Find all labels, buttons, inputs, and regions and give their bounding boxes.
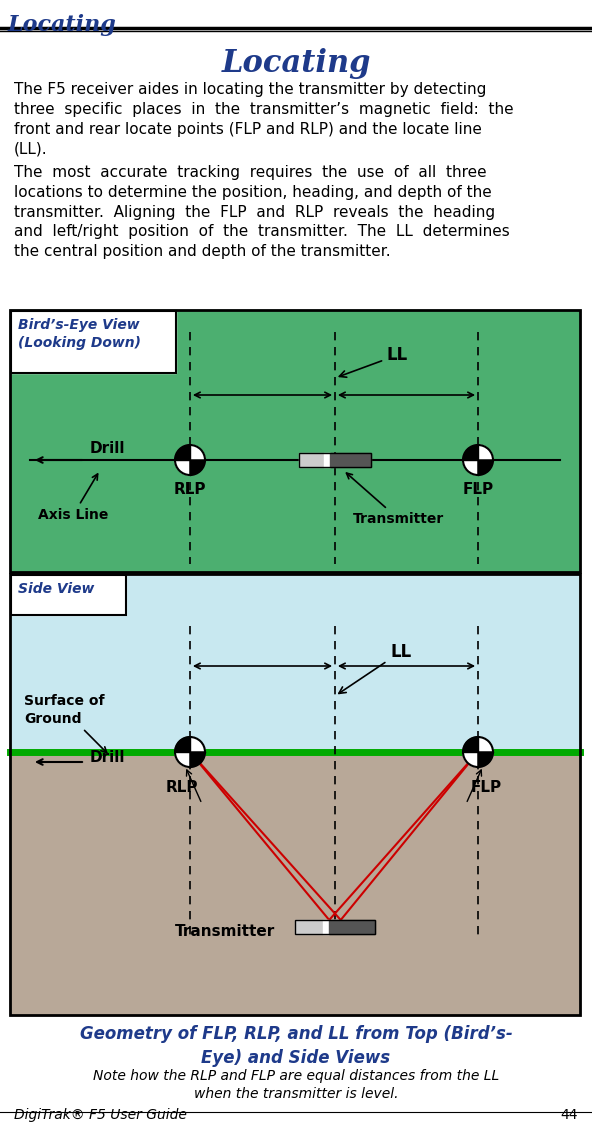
Polygon shape [175,737,190,752]
Bar [329,920,375,934]
Bar [295,920,323,934]
Bar [10,574,580,752]
Text: 44: 44 [561,1108,578,1122]
Bar [11,575,126,615]
Text: Bird’s-Eye View
(Looking Down): Bird’s-Eye View (Looking Down) [18,318,141,350]
Text: Surface of
Ground: Surface of Ground [24,694,107,753]
Circle shape [463,445,493,475]
Bar [324,453,330,467]
Bar [11,575,126,615]
Text: LL: LL [339,643,411,693]
Text: Locating: Locating [221,48,371,80]
Text: FLP: FLP [462,482,494,498]
Text: DigiTrak® F5 User Guide: DigiTrak® F5 User Guide [14,1108,187,1122]
Polygon shape [175,445,190,460]
Bar [299,453,324,467]
Bar [10,752,580,1014]
Bar [10,310,580,573]
Text: Drill: Drill [90,441,126,456]
Text: RLP: RLP [173,482,206,498]
Polygon shape [478,460,493,475]
Text: The  most  accurate  tracking  requires  the  use  of  all  three
locations to d: The most accurate tracking requires the … [14,165,510,259]
Bar [10,310,580,573]
Bar [295,920,375,934]
Text: Geometry of FLP, RLP, and LL from Top (Bird’s-
Eye) and Side Views: Geometry of FLP, RLP, and LL from Top (B… [80,1025,512,1067]
Circle shape [175,445,205,475]
Bar [323,920,329,934]
Bar [11,311,176,373]
Text: Drill: Drill [90,750,126,765]
Bar [299,453,371,467]
Polygon shape [463,445,478,460]
Circle shape [175,737,205,767]
Polygon shape [478,752,493,767]
Text: RLP: RLP [166,780,198,795]
Text: Side View: Side View [18,582,94,596]
Bar [11,311,176,373]
Bar [330,453,371,467]
Polygon shape [190,752,205,767]
Text: Locating: Locating [8,14,117,36]
Text: Note how the RLP and FLP are equal distances from the LL
when the transmitter is: Note how the RLP and FLP are equal dista… [93,1069,499,1102]
Polygon shape [190,460,205,475]
Text: Axis Line: Axis Line [38,474,108,523]
Bar [10,574,580,1014]
Text: LL: LL [339,346,408,377]
Text: Transmitter: Transmitter [346,473,444,526]
Circle shape [463,737,493,767]
Polygon shape [463,737,478,752]
Text: FLP: FLP [471,780,501,795]
Text: Transmitter: Transmitter [175,925,275,939]
Text: The F5 receiver aides in locating the transmitter by detecting
three  specific  : The F5 receiver aides in locating the tr… [14,82,514,157]
